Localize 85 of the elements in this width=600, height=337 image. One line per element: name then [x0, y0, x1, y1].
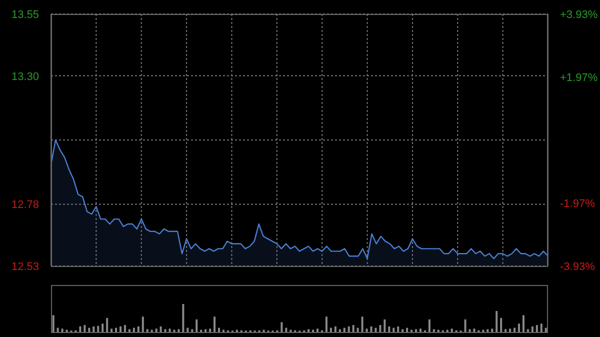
bar — [132, 328, 135, 332]
bar — [343, 328, 346, 332]
bar — [415, 329, 418, 332]
bar — [88, 328, 90, 332]
bar — [348, 326, 350, 332]
bar — [92, 326, 95, 332]
bar — [186, 328, 189, 332]
bar — [102, 324, 104, 332]
bar — [97, 326, 100, 332]
bar — [544, 328, 547, 332]
y-tick-label: 12.53 — [11, 261, 39, 273]
bar — [56, 328, 59, 332]
bar — [504, 329, 507, 332]
bar — [325, 316, 328, 332]
bar — [428, 319, 430, 332]
bar — [316, 328, 319, 332]
bar — [473, 328, 476, 332]
bar — [496, 311, 498, 332]
bar — [406, 328, 408, 332]
bar — [374, 328, 377, 332]
y-tick-label: 13.55 — [11, 9, 39, 21]
bar — [468, 329, 471, 332]
bar — [142, 316, 144, 332]
bar — [106, 318, 108, 332]
bar — [182, 304, 184, 332]
bar — [218, 328, 220, 332]
bar — [308, 329, 310, 332]
bar — [531, 326, 534, 332]
bar — [196, 319, 198, 332]
bar — [379, 325, 382, 332]
bar — [432, 329, 435, 332]
bar — [209, 328, 212, 332]
bar — [204, 329, 207, 332]
bar — [334, 326, 336, 332]
bar — [450, 328, 453, 332]
bar — [352, 325, 354, 332]
bar — [526, 329, 529, 332]
bar — [84, 325, 86, 332]
bar — [61, 328, 64, 332]
bar — [115, 328, 118, 332]
bar — [500, 318, 502, 332]
y2-tick-label: +3.93% — [560, 9, 598, 21]
bar — [280, 322, 283, 332]
bar — [402, 329, 404, 332]
bar — [120, 326, 122, 332]
bar — [191, 329, 194, 332]
bar — [79, 326, 82, 332]
y2-tick-label: -1.97% — [560, 198, 596, 210]
bar — [514, 328, 516, 332]
bar — [536, 325, 538, 332]
bar — [137, 326, 140, 332]
bar — [214, 316, 216, 332]
bar — [168, 328, 171, 332]
bar — [486, 329, 489, 332]
bar — [128, 329, 130, 332]
bar — [397, 326, 400, 332]
bar — [491, 328, 494, 332]
bar — [178, 329, 180, 332]
y-tick-label: 12.78 — [11, 199, 39, 212]
bar — [392, 328, 395, 332]
bar — [388, 326, 390, 332]
bar — [160, 326, 162, 332]
bar — [419, 328, 422, 332]
bar — [366, 328, 368, 332]
bar — [356, 328, 359, 332]
y-tick-label: 13.30 — [11, 70, 39, 83]
bar — [384, 319, 386, 332]
bar — [370, 326, 372, 332]
bar — [52, 315, 54, 332]
bar — [330, 328, 332, 332]
bar — [509, 328, 512, 332]
bar — [518, 324, 520, 332]
bar — [110, 328, 113, 332]
y2-tick-label: +1.97% — [560, 72, 598, 84]
bar — [361, 316, 364, 332]
bar — [155, 328, 158, 332]
bar — [146, 329, 148, 332]
y2-tick-label: -3.93% — [560, 261, 596, 273]
bar — [124, 325, 126, 332]
bar — [285, 328, 288, 332]
bar — [464, 319, 466, 332]
bar — [522, 315, 524, 332]
bar — [540, 324, 542, 332]
bar — [338, 329, 341, 332]
bar — [164, 329, 166, 332]
